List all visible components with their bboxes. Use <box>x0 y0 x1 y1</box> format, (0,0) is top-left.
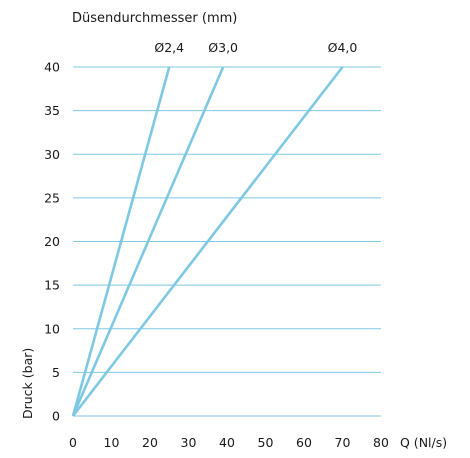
x-tick-label: 0 <box>69 435 77 450</box>
series-label: Ø2,4 <box>154 40 184 55</box>
y-tick-label: 0 <box>52 409 60 424</box>
y-tick-label: 40 <box>44 60 60 75</box>
series-label: Ø3,0 <box>208 40 238 55</box>
y-tick-label: 15 <box>44 278 60 293</box>
x-tick-label: 60 <box>296 435 312 450</box>
x-tick-label: 10 <box>104 435 120 450</box>
x-tick-label: 50 <box>258 435 274 450</box>
x-tick-label: 80 <box>373 435 389 450</box>
y-tick-label: 25 <box>44 190 60 205</box>
y-axis-label: Druck (bar) <box>20 348 35 419</box>
grid-layer <box>73 66 381 417</box>
x-tick-label: 30 <box>181 435 197 450</box>
x-tick-label: 20 <box>142 435 158 450</box>
series-line <box>71 66 171 417</box>
series-line <box>71 66 344 417</box>
chart-title: Düsendurchmesser (mm) <box>72 11 237 26</box>
y-tick-label: 10 <box>44 321 60 336</box>
series-layer: Ø2,4 Ø3,0 Ø4,0 <box>71 40 358 417</box>
y-tick-label: 30 <box>44 147 60 162</box>
x-tick-label: 70 <box>335 435 351 450</box>
tick-layer: 0 5 10 15 20 25 30 35 40 0 10 20 30 40 50 60 70 80 <box>44 60 389 451</box>
y-tick-label: 20 <box>44 234 60 249</box>
series-label: Ø4,0 <box>328 40 358 55</box>
x-axis-label: Q (Nl/s) <box>400 435 447 450</box>
y-tick-label: 5 <box>52 365 60 380</box>
series-line <box>71 66 225 417</box>
y-tick-label: 35 <box>44 103 60 118</box>
x-tick-label: 40 <box>219 435 235 450</box>
